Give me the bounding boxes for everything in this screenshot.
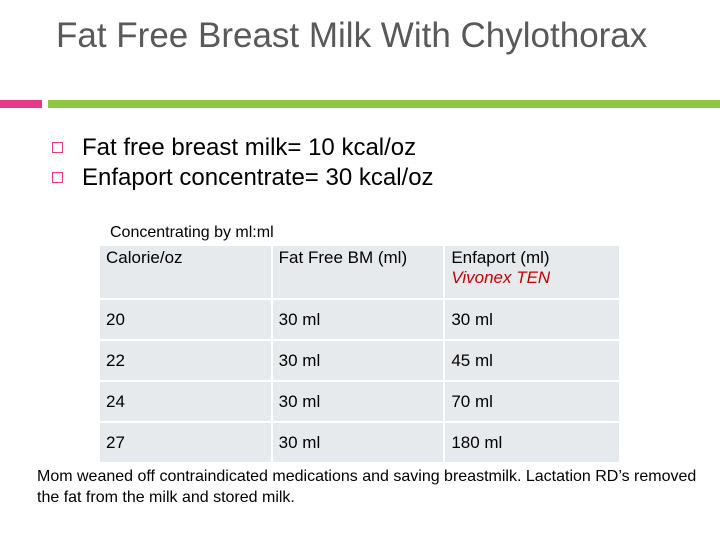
table-row: 24 30 ml 70 ml [100,382,619,421]
concentration-table: Calorie/oz Fat Free BM (ml) Enfaport (ml… [98,244,621,464]
table-caption: Concentrating by ml:ml [110,224,274,241]
hollow-square-bullet-icon [52,142,63,153]
column-header-enfaport-label: Enfaport (ml) [451,248,550,267]
column-header-note: Vivonex TEN [451,268,551,287]
table-row: 27 30 ml 180 ml [100,423,619,462]
table-cell: 30 ml [272,300,444,339]
bullet-text: Fat free breast milk= 10 kcal/oz [82,134,417,161]
hollow-square-bullet-icon [52,172,63,183]
table-header-row: Calorie/oz Fat Free BM (ml) Enfaport (ml… [100,246,619,298]
column-header-enfaport: Enfaport (ml) Vivonex TEN [445,246,619,298]
table-cell: 30 ml [272,382,444,421]
table-cell: 70 ml [445,382,619,421]
table-cell: 27 [100,423,271,462]
bullet-text: Enfaport concentrate= 30 kcal/oz [82,164,434,191]
accent-bar-pink [0,100,42,108]
bullet-item: Fat free breast milk= 10 kcal/oz [52,133,434,163]
table-cell: 22 [100,341,271,380]
accent-bar-green [48,100,720,108]
table-row: 20 30 ml 30 ml [100,300,619,339]
column-header-calorie: Calorie/oz [100,246,271,298]
bullet-list: Fat free breast milk= 10 kcal/oz Enfapor… [52,133,434,193]
table-cell: 20 [100,300,271,339]
table-cell: 45 ml [445,341,619,380]
table-cell: 24 [100,382,271,421]
table-cell: 180 ml [445,423,619,462]
table-cell: 30 ml [445,300,619,339]
footnote-text: Mom weaned off contraindicated medicatio… [37,468,697,506]
bullet-item: Enfaport concentrate= 30 kcal/oz [52,163,434,193]
table-cell: 30 ml [272,423,444,462]
slide-title: Fat Free Breast Milk With Chylothorax [56,16,648,55]
table-row: 22 30 ml 45 ml [100,341,619,380]
column-header-fat-free-bm: Fat Free BM (ml) [272,246,444,298]
table-cell: 30 ml [272,341,444,380]
